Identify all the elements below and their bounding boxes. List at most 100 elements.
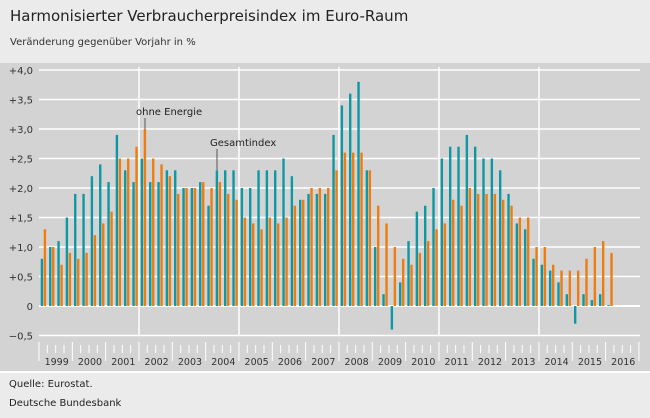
bar-gesamtindex bbox=[257, 170, 260, 306]
bar-ohne-energie bbox=[360, 152, 363, 306]
publisher-note: Deutsche Bundesbank bbox=[9, 398, 122, 409]
bar-gesamtindex bbox=[74, 193, 77, 306]
bar-gesamtindex bbox=[232, 170, 235, 306]
y-tick-label: +3,0 bbox=[9, 125, 33, 136]
bar-ohne-energie bbox=[143, 129, 147, 306]
bar-ohne-energie bbox=[526, 217, 530, 306]
bar-ohne-energie bbox=[293, 205, 297, 306]
bar-ohne-energie bbox=[435, 229, 438, 306]
bar-gesamtindex bbox=[115, 134, 119, 306]
bar-ohne-energie bbox=[210, 188, 213, 306]
bar-gesamtindex bbox=[324, 193, 327, 306]
bar-gesamtindex bbox=[532, 258, 535, 306]
bar-ohne-energie bbox=[110, 211, 113, 306]
bar-ohne-energie bbox=[551, 264, 555, 306]
bar-gesamtindex bbox=[465, 134, 469, 306]
x-tick-label: 2007 bbox=[311, 357, 335, 368]
bar-ohne-energie bbox=[318, 188, 322, 306]
bar-ohne-energie bbox=[543, 247, 547, 306]
bar-gesamtindex bbox=[490, 158, 494, 306]
x-tick-label: 2002 bbox=[145, 357, 169, 368]
bar-gesamtindex bbox=[124, 170, 127, 306]
bar-gesamtindex bbox=[307, 193, 310, 306]
bar-ohne-energie bbox=[518, 217, 522, 306]
bar-ohne-energie bbox=[385, 223, 388, 306]
bar-gesamtindex bbox=[149, 182, 152, 306]
divider bbox=[0, 371, 650, 373]
bar-gesamtindex bbox=[282, 158, 285, 306]
bar-gesamtindex bbox=[565, 294, 569, 306]
bar-gesamtindex bbox=[448, 146, 452, 306]
bar-gesamtindex bbox=[274, 170, 277, 306]
bar-gesamtindex bbox=[457, 146, 460, 306]
bar-gesamtindex bbox=[573, 306, 577, 324]
bar-ohne-energie bbox=[93, 235, 97, 306]
bar-gesamtindex bbox=[382, 294, 385, 306]
bar-ohne-energie bbox=[277, 223, 280, 306]
source-note: Quelle: Eurostat. bbox=[9, 379, 93, 390]
bar-ohne-energie bbox=[177, 193, 180, 306]
bar-gesamtindex bbox=[49, 247, 52, 306]
bar-gesamtindex bbox=[515, 223, 519, 306]
bar-ohne-energie bbox=[218, 182, 222, 306]
bar-gesamtindex bbox=[432, 188, 435, 306]
bar-gesamtindex bbox=[440, 158, 444, 306]
bar-gesamtindex bbox=[90, 176, 94, 306]
bar-gesamtindex bbox=[132, 182, 135, 306]
bar-ohne-energie bbox=[160, 164, 163, 306]
x-tick-label: 2000 bbox=[78, 357, 102, 368]
bar-ohne-energie bbox=[127, 158, 130, 306]
bar-ohne-energie bbox=[576, 270, 580, 306]
bar-gesamtindex bbox=[498, 170, 502, 306]
x-tick-label: 1999 bbox=[45, 357, 69, 368]
bar-ohne-energie bbox=[451, 199, 455, 306]
bar-ohne-energie bbox=[426, 241, 430, 306]
x-tick-label: 2003 bbox=[178, 357, 202, 368]
bar-ohne-energie bbox=[85, 252, 88, 306]
bar-gesamtindex bbox=[165, 170, 169, 306]
bar-ohne-energie bbox=[352, 152, 355, 306]
y-tick-label: +4,0 bbox=[9, 66, 33, 77]
bar-gesamtindex bbox=[423, 205, 427, 306]
bar-ohne-energie bbox=[202, 182, 205, 306]
bar-gesamtindex bbox=[607, 305, 610, 306]
bar-ohne-energie bbox=[368, 170, 372, 306]
bar-ohne-energie bbox=[152, 158, 155, 306]
bar-gesamtindex bbox=[390, 306, 394, 330]
bar-gesamtindex bbox=[174, 170, 177, 306]
y-tick-label: +1,0 bbox=[9, 243, 33, 254]
bar-ohne-energie bbox=[77, 258, 80, 306]
bar-gesamtindex bbox=[357, 81, 360, 306]
bar-chart: +4,0 +3,5 +3,0 +2,5 +2,0 +1,5 +1,0 +0,5 0 −0,5 199… bbox=[0, 63, 650, 373]
bar-ohne-energie bbox=[401, 258, 405, 306]
bar-gesamtindex bbox=[340, 105, 344, 307]
x-tick-label: 2011 bbox=[445, 357, 469, 368]
x-tick-label: 2010 bbox=[411, 357, 435, 368]
chart-footer: Quelle: Eurostat. Deutsche Bundesbank bbox=[0, 374, 650, 418]
bar-ohne-energie bbox=[135, 146, 138, 306]
bar-ohne-energie bbox=[485, 193, 488, 306]
bar-gesamtindex bbox=[157, 182, 160, 306]
bar-ohne-energie bbox=[377, 205, 380, 306]
bar-ohne-energie bbox=[52, 247, 55, 306]
bar-gesamtindex bbox=[65, 217, 69, 306]
x-tick-label: 2008 bbox=[345, 357, 369, 368]
bar-ohne-energie bbox=[268, 217, 272, 306]
bar-ohne-energie bbox=[343, 152, 347, 306]
bar-gesamtindex bbox=[374, 247, 377, 306]
bar-gesamtindex bbox=[215, 170, 219, 306]
x-tick-label: 2016 bbox=[611, 357, 635, 368]
bar-ohne-energie bbox=[60, 264, 63, 306]
annotation-gesamtindex: Gesamtindex bbox=[210, 138, 276, 149]
x-tick-label: 2004 bbox=[211, 357, 235, 368]
bar-gesamtindex bbox=[415, 211, 419, 306]
bar-gesamtindex bbox=[224, 170, 227, 306]
x-tick-label: 2006 bbox=[278, 357, 302, 368]
bar-ohne-energie bbox=[393, 247, 397, 306]
bar-ohne-energie bbox=[501, 199, 505, 306]
bar-ohne-energie bbox=[468, 188, 472, 306]
x-tick-label: 2009 bbox=[378, 357, 402, 368]
bar-ohne-energie bbox=[227, 193, 230, 306]
bar-ohne-energie bbox=[601, 241, 605, 306]
bar-ohne-energie bbox=[460, 205, 463, 306]
